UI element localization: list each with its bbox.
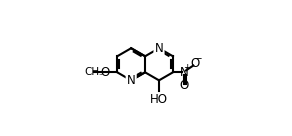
Text: O: O bbox=[191, 57, 200, 70]
Text: N: N bbox=[127, 74, 135, 87]
Text: O: O bbox=[179, 79, 189, 92]
Text: N: N bbox=[180, 66, 188, 79]
Text: CH₃: CH₃ bbox=[84, 67, 103, 77]
Text: −: − bbox=[194, 54, 203, 64]
Text: +: + bbox=[183, 63, 191, 72]
Text: HO: HO bbox=[150, 93, 168, 106]
Text: O: O bbox=[100, 66, 110, 79]
Text: N: N bbox=[155, 42, 164, 55]
